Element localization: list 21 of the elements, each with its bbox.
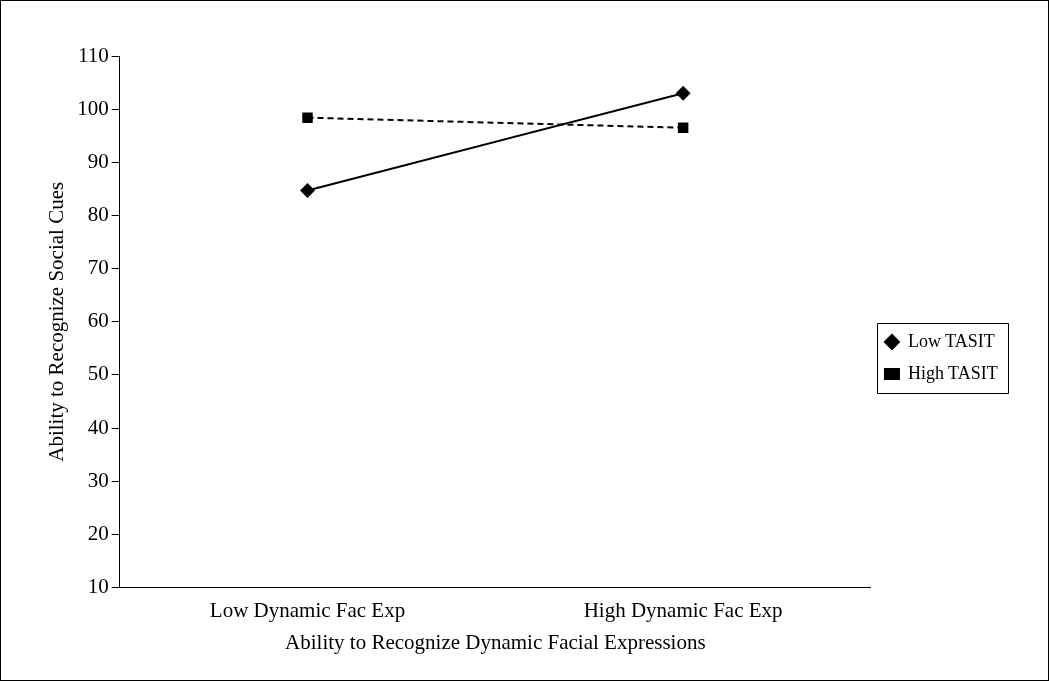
y-tick-label: 60 bbox=[87, 308, 109, 333]
y-tick-label: 90 bbox=[87, 148, 109, 173]
y-tick-label: 20 bbox=[87, 520, 109, 545]
y-tick-label: 110 bbox=[77, 42, 109, 67]
point bbox=[676, 86, 691, 101]
point bbox=[302, 112, 313, 123]
x-axis-title: Ability to Recognize Dynamic Facial Expressions bbox=[285, 629, 706, 654]
y-tick-label: 100 bbox=[77, 95, 109, 120]
y-tick-label: 30 bbox=[87, 467, 109, 492]
y-axis-title: Ability to Recognize Social Cues bbox=[44, 181, 69, 462]
y-tick-label: 50 bbox=[87, 361, 109, 386]
point bbox=[677, 122, 689, 134]
x-tick-label: High Dynamic Fac Exp bbox=[583, 597, 783, 622]
point bbox=[300, 183, 315, 198]
y-tick-label: 80 bbox=[87, 202, 109, 226]
y-tick-label: 40 bbox=[87, 414, 109, 439]
y-tick-label: 10 bbox=[87, 574, 109, 599]
y-tick-label: 70 bbox=[87, 255, 109, 280]
x-tick-label: Low Dynamic Fac Exp bbox=[209, 597, 406, 622]
legend-label: High TASIT bbox=[907, 362, 998, 383]
legend-label: Low TASIT bbox=[907, 330, 995, 351]
